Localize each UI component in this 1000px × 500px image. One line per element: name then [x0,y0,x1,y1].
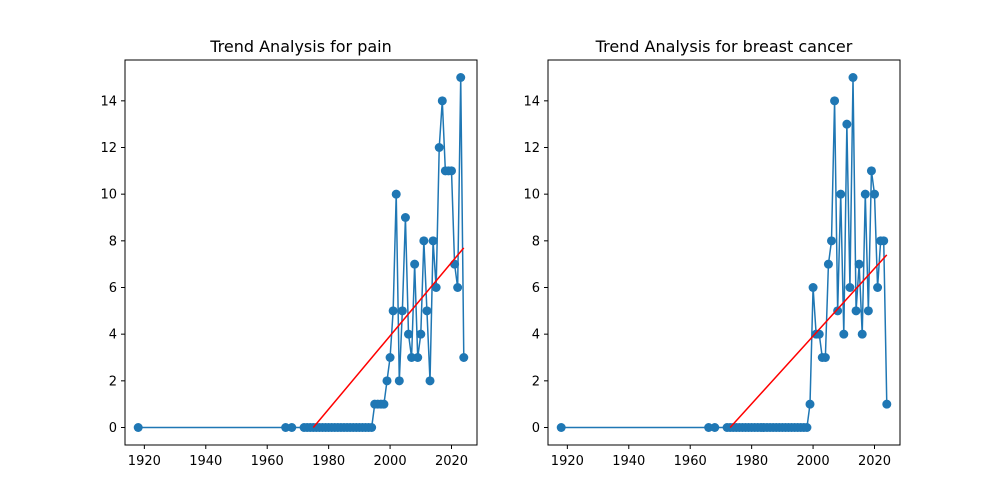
chart-title: Trend Analysis for pain [209,37,392,56]
data-point [836,189,846,199]
data-point [450,259,460,269]
data-point [704,423,714,432]
data-point [404,329,413,339]
y-tick-label: 8 [532,234,540,249]
data-point [866,166,876,176]
x-tick-label: 1960 [251,454,284,469]
series-line [138,77,465,429]
data-point [394,376,404,386]
data-point [814,329,824,339]
data-point [842,119,852,129]
data-point [823,259,833,269]
data-point [382,376,392,386]
data-point [413,353,423,362]
data-point [882,399,892,409]
y-tick-label: 2 [109,374,117,389]
chart-title: Trend Analysis for breast cancer [595,37,853,56]
chart-breast-cancer: Trend Analysis for breast cancer 1920 194… [523,37,901,469]
data-point [281,423,291,432]
x-tick-label: 1940 [189,454,222,469]
y-tick-label: 4 [109,328,117,343]
x-tick-label: 1940 [612,454,645,469]
data-point [556,423,566,432]
y-tick-label: 14 [100,94,117,109]
data-point [854,259,864,269]
data-point [827,236,836,246]
data-point [428,236,438,246]
x-tick-label: 2000 [797,454,830,469]
x-tick-label: 2000 [374,454,407,469]
data-point [400,213,410,222]
data-point [287,423,297,432]
y-tick-label: 2 [532,374,540,389]
y-tick-label: 0 [532,421,540,436]
y-tick-label: 10 [100,188,117,203]
trend-line [729,254,888,429]
x-tick-label: 1980 [312,454,345,469]
y-tick-label: 6 [109,281,117,296]
data-point [873,283,883,292]
data-point [456,73,466,82]
plot-frame [124,59,478,446]
data-point [391,189,401,199]
data-point [434,143,444,152]
data-point [388,306,398,316]
data-point [851,306,861,316]
data-point [802,423,812,432]
x-tick-label: 1980 [735,454,768,469]
y-tick-label: 12 [523,141,540,156]
y-tick-label: 14 [523,94,540,109]
y-tick-label: 12 [100,141,117,156]
data-point [397,306,407,316]
data-point [379,399,389,409]
data-point [453,283,463,292]
data-point [431,283,441,292]
data-point [425,376,435,386]
data-point [879,236,889,246]
x-tick-label: 1920 [551,454,584,469]
x-tick-label: 1960 [674,454,707,469]
data-point [416,329,426,339]
y-tick-label: 10 [523,188,540,203]
data-point [437,96,447,106]
data-point [845,283,855,292]
x-tick-label: 2020 [858,454,891,469]
y-tick-label: 6 [532,281,540,296]
plot-frame [547,59,901,446]
x-tick-label: 1920 [128,454,161,469]
y-tick-label: 4 [532,328,540,343]
trend-line [312,247,465,428]
data-point [422,306,432,316]
y-tick-label: 0 [109,421,117,436]
data-point [839,329,849,339]
data-point [805,399,815,409]
data-point [447,166,457,176]
data-point [133,423,143,432]
data-point [833,306,843,316]
data-point [459,353,469,362]
data-point [830,96,840,106]
data-point [820,353,830,362]
y-tick-label: 8 [109,234,117,249]
data-point [808,283,818,292]
data-point [870,189,880,199]
x-tick-label: 2020 [435,454,468,469]
series-line [561,77,888,429]
data-point [367,423,377,432]
data-point [419,236,429,246]
data-point [385,353,395,362]
data-point [848,73,858,82]
data-point [860,189,870,199]
data-point [410,259,420,269]
data-point [857,329,867,339]
data-point [863,306,873,316]
data-point [710,423,720,432]
chart-pain: Trend Analysis for pain 1920 1940 1960 1980… [100,37,478,469]
